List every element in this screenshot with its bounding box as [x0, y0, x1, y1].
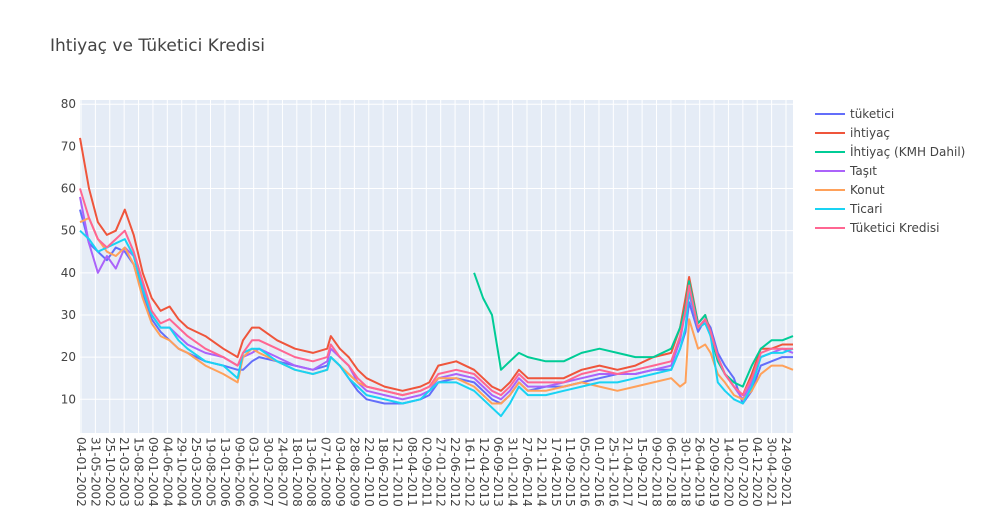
x-tick-label: 21-11-2014	[534, 437, 548, 507]
legend-item[interactable]: Taşıt	[815, 164, 877, 178]
x-tick-label: 11-09-2015	[563, 437, 577, 507]
y-tick-label: 80	[61, 97, 76, 111]
x-tick-label: 18-06-2010	[376, 437, 390, 507]
x-tick-label: 06-07-2018	[664, 437, 678, 507]
x-tick-label: 09-02-2018	[650, 437, 664, 507]
x-tick-label: 09-01-2004	[146, 437, 160, 507]
legend-item[interactable]: İhtiyaç (KMH Dahil)	[815, 144, 965, 159]
y-tick-label: 50	[61, 224, 76, 238]
x-tick-label: 15-09-2017	[635, 437, 649, 507]
x-tick-label: 01-07-2016	[592, 437, 606, 507]
legend-item[interactable]: Konut	[815, 183, 885, 197]
x-tick-label: 03-11-2006	[247, 437, 261, 507]
legend-label: Taşıt	[849, 164, 877, 178]
x-tick-label: 09-06-2006	[232, 437, 246, 507]
x-tick-label: 31-01-2014	[506, 437, 520, 507]
series-line	[79, 229, 794, 418]
x-tick-label: 13-06-2008	[304, 437, 318, 507]
x-tick-label: 25-03-2005	[189, 437, 203, 507]
x-tick-label: 22-01-2010	[362, 437, 376, 507]
x-axis-ticks: 04-01-2002 31-05-2002 25-10-2002 21-03-2003…	[74, 437, 793, 507]
chart-title: Ihtiyaç ve Tüketici Kredisi	[50, 36, 265, 56]
x-tick-label: 31-05-2002	[88, 437, 102, 507]
legend[interactable]: tüketici ihtiyaç İhtiyaç (KMH Dahil) Taşıt K…	[815, 107, 965, 235]
y-tick-label: 60	[61, 182, 76, 196]
x-tick-label: 05-02-2016	[578, 437, 592, 507]
x-tick-label: 25-11-2016	[606, 437, 620, 507]
x-tick-label: 02-09-2011	[419, 437, 433, 507]
series-line	[79, 217, 794, 405]
x-tick-label: 25-10-2002	[103, 437, 117, 507]
x-tick-label: 08-04-2011	[405, 437, 419, 507]
x-tick-label: 24-09-2021	[779, 437, 793, 507]
x-tick-label: 21-03-2003	[117, 437, 131, 507]
x-tick-label: 14-02-2020	[721, 437, 735, 507]
x-tick-label: 30-04-2021	[765, 437, 779, 507]
x-tick-label: 22-06-2012	[448, 437, 462, 507]
x-tick-label: 12-04-2013	[477, 437, 491, 507]
x-tick-label: 18-01-2008	[290, 437, 304, 507]
legend-label: Konut	[850, 183, 885, 197]
x-tick-label: 03-04-2009	[333, 437, 347, 507]
x-tick-label: 04-01-2002	[74, 437, 88, 507]
series-line	[473, 272, 794, 388]
y-tick-label: 70	[61, 139, 76, 153]
series-line	[79, 188, 793, 397]
x-tick-label: 27-06-2014	[520, 437, 534, 507]
y-tick-label: 10	[61, 392, 76, 406]
series-layer	[79, 137, 794, 418]
x-tick-label: 07-11-2008	[319, 437, 333, 507]
x-tick-label: 21-04-2017	[621, 437, 635, 507]
x-tick-label: 10-07-2020	[736, 437, 750, 507]
legend-item[interactable]: tüketici	[815, 107, 894, 121]
y-tick-label: 30	[61, 308, 76, 322]
x-tick-label: 04-06-2004	[160, 437, 174, 507]
x-tick-label: 30-03-2007	[261, 437, 275, 507]
x-tick-label: 15-08-2003	[132, 437, 146, 507]
y-tick-label: 20	[61, 350, 76, 364]
legend-label: ihtiyaç	[850, 126, 890, 140]
legend-item[interactable]: Tüketici Kredisi	[815, 221, 939, 235]
legend-item[interactable]: Ticari	[815, 202, 883, 216]
x-tick-label: 24-08-2007	[275, 437, 289, 507]
legend-item[interactable]: ihtiyaç	[815, 126, 890, 140]
y-axis-ticks: 10 20 30 40 50 60 70 80	[61, 97, 76, 406]
x-tick-label: 12-11-2010	[391, 437, 405, 507]
x-tick-label: 26-04-2019	[693, 437, 707, 507]
x-tick-label: 04-12-2020	[750, 437, 764, 507]
x-tick-label: 17-04-2015	[549, 437, 563, 507]
legend-label: İhtiyaç (KMH Dahil)	[850, 144, 965, 159]
x-tick-label: 29-10-2004	[175, 437, 189, 507]
x-tick-label: 06-09-2013	[491, 437, 505, 507]
x-tick-label: 28-08-2009	[347, 437, 361, 507]
x-tick-label: 13-01-2006	[218, 437, 232, 507]
legend-label: Ticari	[849, 202, 883, 216]
y-tick-label: 40	[61, 266, 76, 280]
x-tick-label: 20-09-2019	[707, 437, 721, 507]
x-tick-label: 16-11-2012	[462, 437, 476, 507]
x-tick-label: 27-01-2012	[434, 437, 448, 507]
x-tick-label: 30-11-2018	[678, 437, 692, 507]
legend-label: Tüketici Kredisi	[849, 221, 939, 235]
legend-label: tüketici	[850, 107, 894, 121]
x-tick-label: 19-08-2005	[203, 437, 217, 507]
